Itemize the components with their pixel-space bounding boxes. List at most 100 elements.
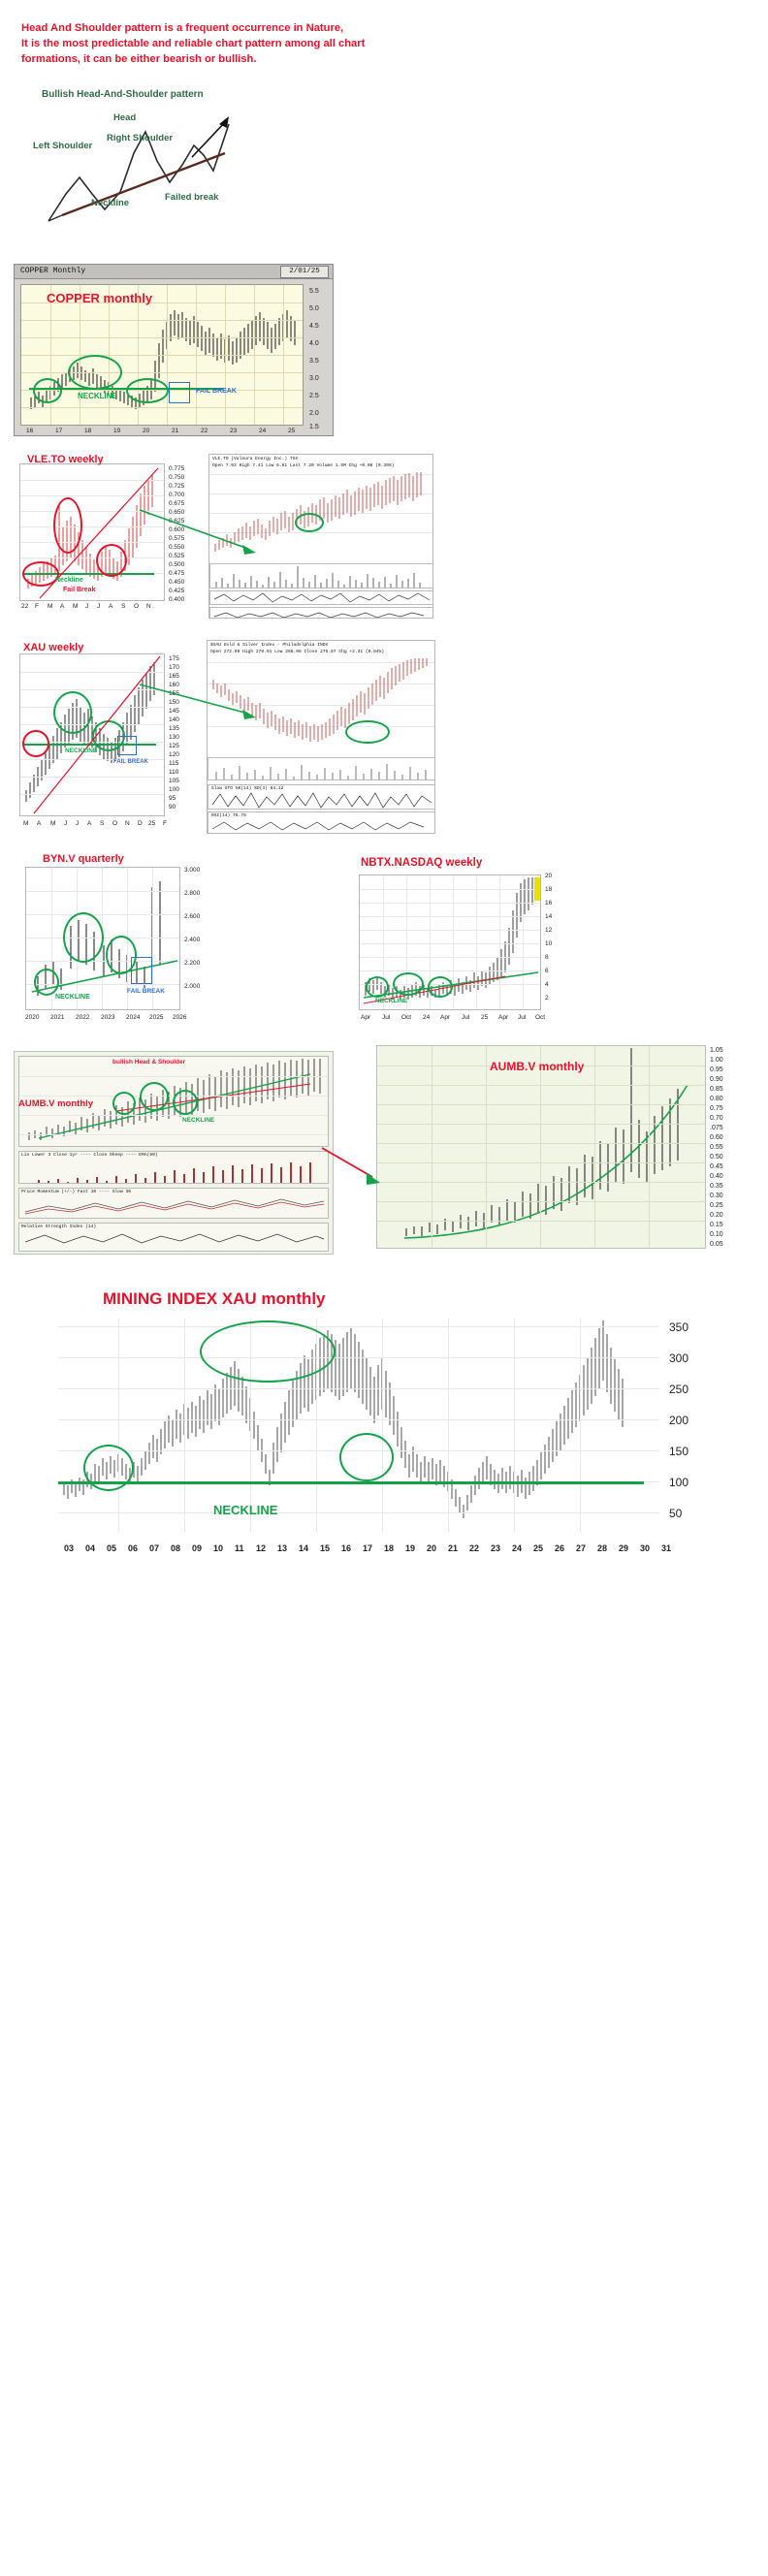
xau-right-quote: Open 272.98 High 278.91 Low 268.08 Close… <box>210 650 385 654</box>
intro-line-3: formations, it can be either bearish or … <box>21 52 257 65</box>
schematic-label-head: Head <box>113 112 137 123</box>
xau-trendline <box>33 655 161 814</box>
vle-callout-arrow <box>139 509 256 555</box>
xau-right-ellipse <box>345 720 390 744</box>
aumb-price-plot: NECKLINE bullish Head & Shoulder <box>18 1056 329 1147</box>
schematic-label-neckline: Neckline <box>91 198 130 208</box>
xau-left-shoulder-ellipse <box>22 730 49 757</box>
vle-right-panel: VLE.TO (Valeura Energy Inc.) TSX Open 7.… <box>208 454 433 619</box>
schematic-label-failed-break: Failed break <box>165 192 219 203</box>
copper-neckline-label: NECKLINE <box>78 392 117 400</box>
aumb-right-plot: AUMB.V monthly <box>376 1045 706 1249</box>
nbtx-plot: NECKLINE <box>359 875 541 1010</box>
nbtx-right-shoulder-ellipse <box>428 976 453 998</box>
byn-chart-title: BYN.V quarterly <box>43 853 124 865</box>
schematic-drawing <box>48 116 230 222</box>
nbtx-head-ellipse <box>393 972 424 996</box>
mining-panel: NECKLINE MINING INDEX XAU monthly 350 30… <box>58 1289 737 1571</box>
mining-plot: NECKLINE <box>58 1319 659 1532</box>
aumb-right-series <box>403 1048 688 1239</box>
copper-head-ellipse <box>68 355 122 390</box>
mining-neckline-label: NECKLINE <box>213 1503 278 1517</box>
xau-head-ellipse <box>53 691 92 734</box>
intro-text: Head And Shoulder pattern is a frequent … <box>21 21 429 68</box>
xau-right-sub2: Slow STO %K(14) %D(3) 84.12 <box>211 786 284 791</box>
schematic-label-right-shoulder: Right Shoulder <box>107 133 174 143</box>
aumb-right-panel: AUMB.V monthly 1.05 1.00 0.95 0.90 0.85 … <box>376 1045 754 1260</box>
copper-titlebar: COPPER Monthly 2/01/25 <box>15 265 333 279</box>
copper-fail-break-box <box>169 382 190 403</box>
mining-price-series <box>63 1320 624 1518</box>
xau-fail-break-box <box>117 736 137 755</box>
xau-callout-arrow <box>139 684 256 719</box>
mining-neckline <box>58 1481 644 1484</box>
aumb-left-shoulder-ellipse <box>112 1092 136 1115</box>
mining-left-shoulder-ellipse <box>83 1445 134 1491</box>
vle-right-ellipse <box>295 513 324 532</box>
xau-right-panel: $XAU Gold & Silver Index - Philadelphia … <box>207 640 435 834</box>
vle-volume-subpanel <box>209 563 432 588</box>
intro-line-2: It is the most predictable and reliable … <box>21 37 366 49</box>
vle-plot: Neckline Fail Break <box>19 463 165 601</box>
xau-neckline-label: NECKLINE <box>65 747 98 754</box>
aumb-left-panel: NECKLINE bullish Head & Shoulder Lin Low… <box>14 1051 334 1255</box>
byn-right-shoulder-ellipse <box>106 936 137 974</box>
aumb-right-chart-title: AUMB.V monthly <box>490 1060 585 1073</box>
vle-rsi-subpanel <box>209 607 432 618</box>
xau-stoch-subpanel: Slow STO %K(14) %D(3) 84.12 <box>208 784 434 810</box>
nbtx-left-shoulder-ellipse <box>366 976 389 998</box>
vle-trendline <box>39 467 159 599</box>
aumb-sub1-label: Lin Lower 3 Close 1yr ---- Close Sheep -… <box>21 1153 158 1158</box>
xau-left-panel: NECKLINE FAIL BREAK XAU weekly 175 170 1… <box>19 640 204 834</box>
schematic-title: Bullish Head-And-Shoulder pattern <box>42 89 204 100</box>
schematic-label-left-shoulder: Left Shoulder <box>33 141 93 151</box>
copper-right-shoulder-ellipse <box>126 378 169 403</box>
vle-stoch-subpanel <box>209 590 432 605</box>
nbtx-neckline-label: NECKLINE <box>375 998 408 1004</box>
byn-plot: NECKLINE FAIL BREAK <box>25 867 180 1010</box>
copper-chart-title: COPPER monthly <box>47 291 153 305</box>
xau-right-sub3: RSI(14) 76.78 <box>211 813 246 818</box>
byn-head-ellipse <box>63 912 104 963</box>
xau-right-series <box>212 658 428 742</box>
vle-chart-title: VLE.TO weekly <box>27 454 104 465</box>
xau-right-header: $XAU Gold & Silver Index - Philadelphia … <box>210 643 329 648</box>
nbtx-chart-title: NBTX.NASDAQ weekly <box>361 857 483 869</box>
vle-left-shoulder-ellipse <box>22 561 59 587</box>
vle-left-panel: Neckline Fail Break VLE.TO weekly 0.775 … <box>19 454 185 610</box>
byn-neckline-label: NECKLINE <box>55 994 90 1001</box>
aumb-left-chart-title: AUMB.V monthly <box>18 1098 94 1109</box>
byn-fail-break-box <box>131 957 152 984</box>
copper-left-shoulder-ellipse <box>33 378 62 403</box>
aumb-pattern-label: bullish Head & Shoulder <box>112 1059 186 1065</box>
aumb-left-neckline-label: NECKLINE <box>182 1117 215 1124</box>
vle-right-quote: Open 7.03 High 7.41 Low 6.61 Last 7.20 V… <box>212 463 395 468</box>
copper-window: COPPER Monthly 2/01/25 <box>14 264 334 436</box>
copper-plot: NECKLINE FAIL BREAK COPPER monthly <box>20 284 304 426</box>
vle-right-header: VLE.TO (Valeura Energy Inc.) TSX <box>212 457 299 461</box>
copper-window-title: COPPER Monthly <box>20 267 86 275</box>
aumb-rsi-subpanel: Relative Strength Index (14) <box>18 1223 329 1252</box>
copper-fail-label: FAIL BREAK <box>196 388 237 395</box>
aumb-head-ellipse <box>140 1082 169 1111</box>
intro-line-1: Head And Shoulder pattern is a frequent … <box>21 22 344 34</box>
nbtx-panel: NECKLINE NBTX.NASDAQ weekly 20 18 16 14 … <box>359 857 553 1021</box>
byn-left-shoulder-ellipse <box>34 969 59 996</box>
byn-panel: NECKLINE FAIL BREAK BYN.V quarterly 3.00… <box>25 853 201 1021</box>
copper-date-box: 2/01/25 <box>280 266 329 278</box>
xau-chart-title: XAU weekly <box>23 642 84 653</box>
aumb-momentum-subpanel: Price Momentum (+/-) Fast 10 ---- Slow 3… <box>18 1188 329 1219</box>
vle-fail-label: Fail Break <box>63 587 96 593</box>
xau-plot: NECKLINE FAIL BREAK <box>19 653 165 816</box>
aumb-volume-subpanel: Lin Lower 3 Close 1yr ---- Close Sheep -… <box>18 1151 329 1184</box>
aumb-callout-arrow <box>321 1147 380 1185</box>
aumb-right-shoulder-ellipse <box>173 1090 198 1115</box>
aumb-sub3-label: Relative Strength Index (14) <box>21 1224 97 1229</box>
xau-fail-label: FAIL BREAK <box>113 759 148 765</box>
vle-right-shoulder-ellipse <box>96 544 127 577</box>
xau-volume-subpanel <box>208 757 434 780</box>
vle-head-ellipse <box>53 497 82 554</box>
mining-head-ellipse <box>200 1320 336 1383</box>
mining-right-shoulder-ellipse <box>339 1433 394 1481</box>
